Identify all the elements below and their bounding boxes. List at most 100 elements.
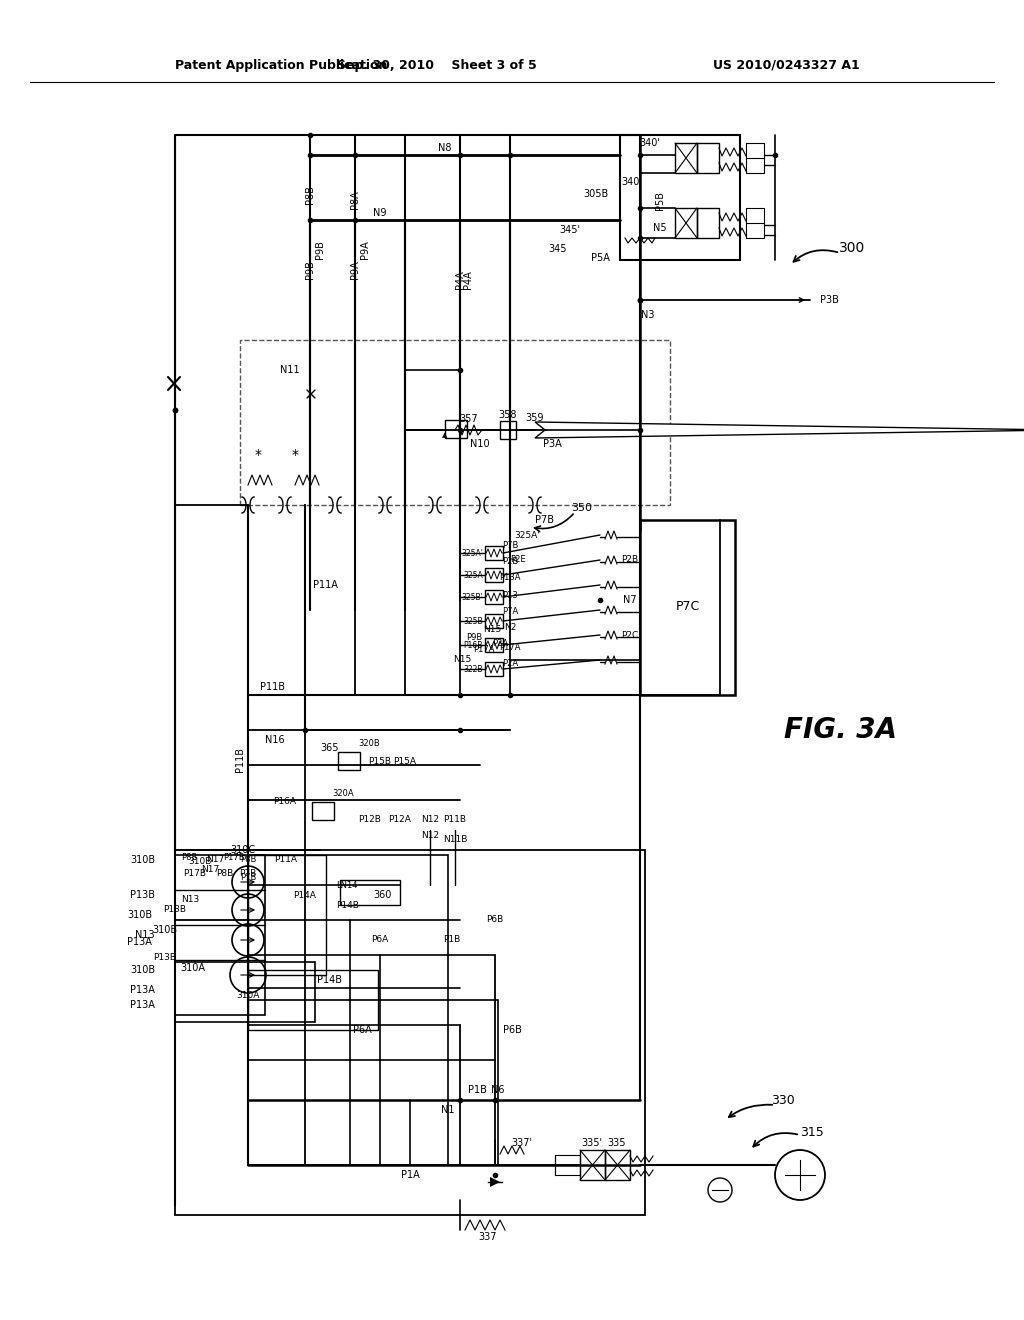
Text: P6B: P6B <box>503 1026 522 1035</box>
Text: 335': 335' <box>582 1138 602 1148</box>
Text: 310A: 310A <box>237 990 260 999</box>
Polygon shape <box>535 422 1024 438</box>
Text: 340: 340 <box>621 177 639 187</box>
Text: 340': 340' <box>640 139 660 148</box>
Text: P2C: P2C <box>622 631 639 639</box>
Bar <box>175 855 265 1015</box>
Text: P13: P13 <box>502 590 518 599</box>
Text: Patent Application Publication: Patent Application Publication <box>175 58 387 71</box>
Text: P6B: P6B <box>486 916 504 924</box>
Text: 337: 337 <box>479 1232 498 1242</box>
Text: 335: 335 <box>608 1138 627 1148</box>
Text: 310B: 310B <box>153 925 177 935</box>
Text: N2: N2 <box>504 623 516 632</box>
Text: P8B: P8B <box>240 855 256 865</box>
Bar <box>555 1155 580 1175</box>
Text: P2B: P2B <box>502 557 518 566</box>
Text: 358: 358 <box>499 411 517 420</box>
Bar <box>248 855 326 975</box>
Text: N10: N10 <box>470 440 489 449</box>
Text: P11B: P11B <box>234 747 245 772</box>
Text: 325A: 325A <box>463 570 483 579</box>
Text: US 2010/0243327 A1: US 2010/0243327 A1 <box>714 58 860 71</box>
Bar <box>485 663 503 676</box>
Text: P17B: P17B <box>183 869 207 878</box>
Text: 310B: 310B <box>130 855 155 865</box>
Text: P8A: P8A <box>350 190 360 210</box>
Text: 305B: 305B <box>584 189 608 199</box>
Text: N13: N13 <box>135 931 155 940</box>
Text: P7B: P7B <box>502 541 518 550</box>
Text: N8: N8 <box>438 143 452 153</box>
Text: P1A: P1A <box>400 1170 420 1180</box>
Text: 320A: 320A <box>332 788 353 797</box>
Text: P11A: P11A <box>274 855 297 865</box>
Text: P2B: P2B <box>622 556 639 565</box>
Text: 310C: 310C <box>230 845 255 855</box>
Text: 345: 345 <box>549 244 567 253</box>
Text: 325A': 325A' <box>461 549 483 557</box>
Bar <box>240 341 670 506</box>
Text: P5B: P5B <box>655 190 665 210</box>
Text: 320B: 320B <box>358 738 380 747</box>
Bar <box>605 1150 630 1180</box>
Text: 345': 345' <box>559 224 581 235</box>
Bar <box>697 209 719 238</box>
Text: N16: N16 <box>265 735 285 744</box>
Text: N3: N3 <box>641 310 654 319</box>
Bar <box>312 803 334 820</box>
Text: P6A: P6A <box>353 1026 372 1035</box>
Bar <box>445 420 467 438</box>
Bar <box>485 638 503 652</box>
Bar <box>485 590 503 605</box>
Text: P8B: P8B <box>305 186 315 205</box>
Text: 322B: 322B <box>464 664 483 673</box>
Bar <box>175 962 315 1022</box>
Text: P9B: P9B <box>466 634 482 643</box>
Text: P13A: P13A <box>127 937 152 946</box>
Text: P3B: P3B <box>820 294 839 305</box>
Text: N12: N12 <box>421 830 439 840</box>
Text: P8B: P8B <box>180 854 197 862</box>
Text: P13B: P13B <box>164 906 186 915</box>
Text: N15: N15 <box>483 626 501 635</box>
Text: N1: N1 <box>441 1105 455 1115</box>
Text: 359: 359 <box>525 413 544 422</box>
Text: 315: 315 <box>800 1126 824 1138</box>
Text: LN14: LN14 <box>336 880 357 890</box>
Text: P13A: P13A <box>130 1001 155 1010</box>
Text: 337': 337' <box>512 1138 532 1148</box>
Text: P3A: P3A <box>543 440 561 449</box>
Bar <box>248 855 449 1166</box>
Text: 325B': 325B' <box>461 593 483 602</box>
Bar <box>338 752 360 770</box>
Text: P11B: P11B <box>443 816 467 825</box>
Text: P1B: P1B <box>443 936 461 945</box>
Text: P13B: P13B <box>130 890 155 900</box>
Text: P12A: P12A <box>388 816 412 825</box>
Bar <box>175 850 645 1214</box>
Bar <box>485 568 503 582</box>
Text: N13: N13 <box>181 895 199 904</box>
Text: P13A: P13A <box>500 573 521 582</box>
Text: N5: N5 <box>653 223 667 234</box>
Bar <box>640 520 735 696</box>
Text: P7B: P7B <box>536 515 555 525</box>
Text: 330: 330 <box>771 1093 795 1106</box>
Text: N17: N17 <box>201 866 219 874</box>
Text: P9B: P9B <box>315 240 325 260</box>
Bar <box>675 143 697 173</box>
Text: Sep. 30, 2010    Sheet 3 of 5: Sep. 30, 2010 Sheet 3 of 5 <box>337 58 537 71</box>
Text: P16B: P16B <box>464 640 483 649</box>
Text: P7B: P7B <box>240 874 256 883</box>
Bar <box>580 1150 605 1180</box>
Text: N6: N6 <box>492 1085 505 1096</box>
Text: P14B: P14B <box>337 900 359 909</box>
Text: 300: 300 <box>839 242 865 255</box>
Text: P9A: P9A <box>360 240 370 259</box>
Polygon shape <box>490 1177 500 1187</box>
Text: 310B: 310B <box>188 858 212 866</box>
Text: 360: 360 <box>374 890 392 900</box>
Text: P15A: P15A <box>393 758 417 767</box>
Text: *: * <box>292 447 299 462</box>
